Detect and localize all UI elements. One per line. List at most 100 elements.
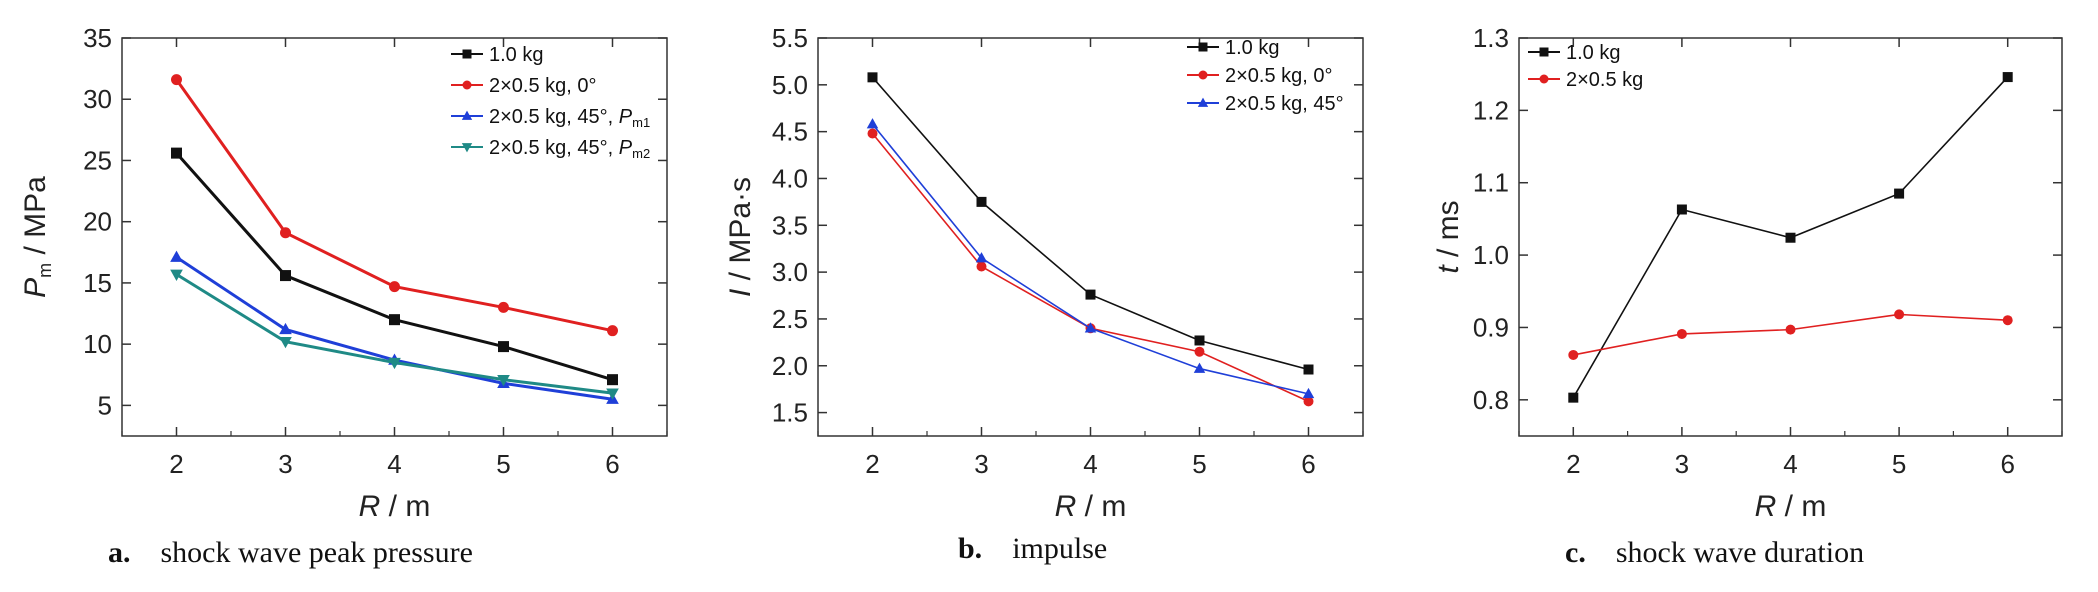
- data-point: [1302, 387, 1315, 399]
- series-3: [170, 269, 619, 400]
- x-tick-label: 3: [278, 449, 292, 479]
- series-0: [171, 147, 618, 386]
- data-point: [389, 281, 400, 293]
- series-1: [867, 128, 1314, 407]
- legend-marker: [462, 80, 472, 90]
- data-point: [1568, 349, 1579, 360]
- x-tick-label: 5: [1892, 449, 1906, 479]
- data-point: [170, 250, 183, 262]
- y-tick-label: 1.0: [1473, 240, 1509, 270]
- legend-marker: [1198, 42, 1208, 52]
- data-point: [389, 314, 400, 326]
- y-tick-label: 30: [83, 84, 112, 114]
- y-tick-label: 4.0: [772, 163, 808, 193]
- legend-item: 2×0.5 kg, 45°, Pm2: [451, 137, 650, 161]
- chart-panel-2: 2 3 4 5 6 0.8 0.9 1.0 1.1 1.2 1.3 R / m t / ms 1.0 kg…: [1432, 23, 2063, 569]
- data-point: [1194, 335, 1205, 346]
- y-tick-label: 35: [83, 23, 112, 53]
- panel-caption: a. shock wave peak pressure: [108, 536, 473, 569]
- legend-label: 2×0.5 kg, 0°: [489, 75, 597, 97]
- legend-marker: [1198, 70, 1208, 80]
- y-axis: 5 10 15 20 25 30 35: [83, 23, 667, 420]
- legend-item: 2×0.5 kg, 45°, Pm1: [451, 106, 650, 130]
- series-line: [1573, 313, 2008, 356]
- data-point: [1084, 322, 1097, 333]
- y-tick-label: 1.2: [1473, 95, 1509, 125]
- data-point: [867, 128, 878, 139]
- x-tick-label: 6: [2000, 449, 2014, 479]
- y-axis-title: Pm / MPa: [19, 176, 55, 298]
- x-tick-label: 4: [387, 449, 401, 479]
- y-tick-label: 10: [83, 329, 112, 359]
- data-point: [497, 374, 510, 387]
- legend: 1.0 kg 2×0.5 kg, 0° 2×0.5 kg, 45°: [1187, 37, 1344, 115]
- panel-caption: c. shock wave duration: [1565, 536, 1864, 569]
- data-point: [1676, 204, 1687, 215]
- y-tick-label: 1.3: [1473, 23, 1509, 53]
- y-axis-title: I / MPa·s: [724, 177, 757, 297]
- data-point: [171, 147, 182, 159]
- data-point: [1303, 396, 1314, 407]
- x-axis: 2 3 4 5 6: [817, 38, 1364, 479]
- legend-label: 1.0 kg: [1225, 37, 1279, 59]
- data-point: [279, 322, 292, 335]
- data-point: [867, 72, 878, 83]
- caption-text: shock wave peak pressure: [131, 536, 473, 569]
- data-point: [279, 337, 292, 349]
- series-line: [871, 133, 1309, 403]
- data-point: [171, 74, 182, 86]
- data-point: [1894, 309, 1905, 320]
- x-tick-label: 5: [496, 449, 510, 479]
- legend-item: 2×0.5 kg, 0°: [1187, 65, 1333, 87]
- y-tick-label: 0.8: [1473, 385, 1509, 415]
- y-tick-label: 5.0: [772, 70, 808, 100]
- x-tick-label: 5: [1192, 449, 1206, 479]
- legend-marker: [461, 110, 473, 120]
- y-tick-label: 2.5: [772, 304, 808, 334]
- series-2: [170, 250, 619, 404]
- data-point: [1894, 188, 1905, 199]
- legend-item: 2×0.5 kg, 0°: [451, 75, 597, 97]
- data-point: [976, 196, 987, 207]
- data-point: [498, 341, 509, 353]
- panel-caption: b. impulse: [958, 532, 1107, 565]
- series-1: [171, 74, 618, 337]
- legend-item: 1.0 kg: [1528, 42, 1620, 64]
- x-tick-label: 6: [605, 449, 619, 479]
- legend-marker: [1539, 74, 1549, 84]
- y-tick-label: 1.5: [772, 398, 808, 428]
- legend-label: 2×0.5 kg, 45°: [1225, 93, 1344, 115]
- data-point: [866, 118, 879, 129]
- x-axis-title: R / m: [1755, 490, 1827, 523]
- legend-item: 1.0 kg: [1187, 37, 1279, 59]
- data-point: [280, 270, 291, 282]
- y-tick-label: 3.0: [772, 257, 808, 287]
- data-point: [2002, 72, 2013, 83]
- legend-label: 2×0.5 kg, 45°, Pm2: [489, 137, 650, 161]
- data-point: [1193, 362, 1206, 373]
- data-point: [975, 252, 988, 263]
- chart-panel-1: 2 3 4 5 6 1.5 2.0 2.5 3.0 3.5 4.0 4.5 5.0 5.5 R / m I /…: [724, 23, 1364, 565]
- series-line: [871, 123, 1309, 395]
- y-axis: 1.5 2.0 2.5 3.0 3.5 4.0 4.5 5.0 5.5: [772, 23, 1363, 428]
- series-line: [175, 255, 613, 401]
- y-axis: 0.8 0.9 1.0 1.1 1.2 1.3: [1473, 23, 2062, 415]
- series-line: [175, 273, 613, 395]
- x-tick-label: 4: [1083, 449, 1097, 479]
- data-point: [2002, 315, 2013, 326]
- legend-marker: [462, 49, 472, 59]
- legend-item: 2×0.5 kg: [1528, 69, 1643, 91]
- x-tick-label: 6: [1301, 449, 1315, 479]
- legend: 1.0 kg 2×0.5 kg: [1528, 42, 1643, 91]
- data-point: [976, 261, 987, 272]
- data-point: [607, 374, 618, 386]
- data-point: [1785, 232, 1796, 243]
- y-tick-label: 5.5: [772, 23, 808, 53]
- legend-marker: [461, 143, 473, 153]
- legend-marker: [1539, 47, 1549, 57]
- series-2: [866, 118, 1315, 399]
- y-tick-label: 5: [98, 390, 112, 420]
- x-axis: 2 3 4 5 6: [1518, 38, 2063, 479]
- series-0: [1568, 72, 2013, 403]
